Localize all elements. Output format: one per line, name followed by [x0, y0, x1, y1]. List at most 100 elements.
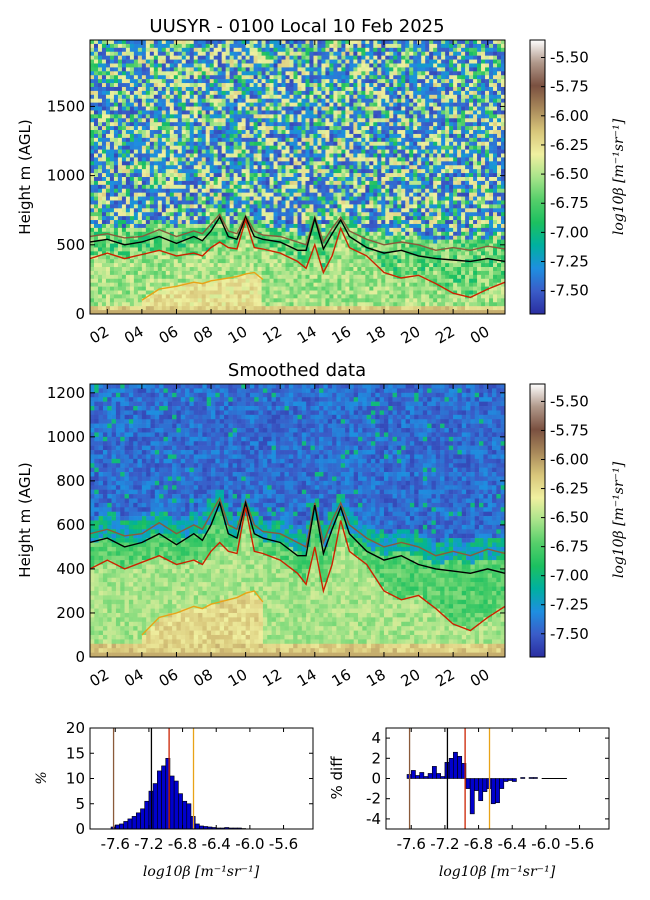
heatmap-cell	[341, 239, 346, 244]
heatmap-cell	[301, 267, 306, 272]
heatmap-cell	[277, 267, 282, 272]
heatmap-cell	[169, 278, 175, 283]
heatmap-cell	[317, 98, 322, 103]
heatmap-cell	[309, 243, 314, 248]
heatmap-cell	[341, 251, 346, 256]
heatmap-cell	[361, 302, 366, 307]
heatmap-cell	[153, 79, 159, 84]
heatmap-cell	[281, 188, 286, 193]
heatmap-cell	[273, 247, 278, 252]
heatmap-cell	[125, 212, 131, 217]
heatmap-cell	[317, 255, 322, 260]
heatmap-cell	[141, 86, 147, 92]
heatmap-cell	[149, 208, 155, 213]
heatmap-cell	[301, 180, 306, 186]
heatmap-cell	[189, 86, 195, 92]
heatmap-cell	[90, 63, 95, 68]
heatmap-cell	[285, 184, 290, 190]
heatmap-cell	[345, 216, 350, 221]
heatmap-cell	[165, 177, 171, 182]
heatmap-cell	[201, 270, 207, 276]
heatmap-cell	[365, 239, 370, 244]
heatmap-cell	[325, 153, 330, 158]
heatmap-cell	[217, 208, 222, 213]
heatmap-cell	[133, 145, 139, 150]
heatmap-cell	[149, 220, 155, 225]
heatmap-cell	[301, 231, 306, 237]
heatmap-cell	[273, 235, 278, 240]
heatmap-cell	[305, 83, 310, 88]
heatmap-cell	[245, 161, 250, 166]
heatmap-cell	[261, 79, 266, 84]
heatmap-cell	[233, 247, 238, 252]
heatmap-cell	[221, 208, 226, 213]
heatmap-cell	[181, 102, 187, 107]
heatmap-cell	[273, 51, 278, 56]
heatmap-cell	[325, 306, 330, 311]
heatmap-cell	[165, 263, 171, 268]
heatmap-cell	[245, 86, 250, 92]
heatmap-cell	[341, 310, 346, 314]
heatmap-cell	[325, 133, 330, 139]
heatmap-cell	[249, 118, 254, 123]
heatmap-cell	[177, 243, 183, 248]
heatmap-cell	[333, 200, 338, 205]
heatmap-cell	[245, 75, 250, 80]
heatmap-cell	[261, 145, 266, 150]
heatmap-cell	[365, 294, 370, 299]
heatmap-cell	[357, 79, 362, 84]
heatmap-cell	[313, 141, 318, 146]
heatmap-cell	[181, 274, 187, 280]
heatmap-cell	[265, 243, 270, 248]
heatmap-cell	[361, 106, 366, 111]
heatmap-cell	[257, 255, 262, 260]
heatmap-cell	[233, 75, 238, 80]
heatmap-cell	[197, 55, 203, 60]
heatmap-cell	[90, 302, 95, 307]
heatmap-cell	[217, 263, 222, 268]
heatmap-cell	[229, 247, 234, 252]
heatmap-cell	[365, 306, 370, 311]
heatmap-cell	[297, 278, 302, 283]
heatmap-cell	[265, 59, 270, 64]
heatmap-cell	[165, 59, 171, 64]
heatmap-cell	[90, 169, 95, 174]
heatmap-cell	[97, 149, 103, 154]
heatmap-cell	[253, 126, 258, 131]
heatmap-cell	[193, 184, 199, 190]
heatmap-cell	[109, 290, 115, 295]
heatmap-cell	[257, 220, 262, 225]
heatmap-cell	[149, 239, 155, 244]
heatmap-cell	[141, 133, 147, 139]
heatmap-cell	[193, 47, 199, 53]
heatmap-cell	[321, 98, 326, 103]
heatmap-cell	[333, 59, 338, 64]
heatmap-cell	[209, 255, 214, 260]
heatmap-cell	[353, 204, 358, 209]
heatmap-cell	[289, 59, 294, 64]
heatmap-cell	[285, 282, 290, 287]
heatmap-cell	[265, 216, 270, 221]
heatmap-cell	[317, 267, 322, 272]
heatmap-cell	[269, 63, 274, 68]
heatmap-cell	[109, 137, 115, 143]
heatmap-cell	[149, 71, 155, 76]
heatmap-cell	[141, 290, 147, 295]
heatmap-cell	[289, 298, 294, 303]
heatmap-cell	[117, 55, 123, 60]
heatmap-cell	[241, 137, 246, 143]
heatmap-cell	[105, 165, 111, 170]
heatmap-cell	[357, 286, 362, 291]
heatmap-cell	[129, 94, 135, 100]
heatmap-cell	[269, 263, 274, 268]
heatmap-cell	[221, 212, 226, 217]
heatmap-cell	[209, 157, 214, 162]
heatmap-cell	[353, 83, 358, 88]
heatmap-cell	[213, 274, 218, 280]
heatmap-cell	[201, 55, 207, 60]
heatmap-cell	[233, 302, 238, 307]
heatmap-cell	[345, 177, 350, 182]
heatmap-cell	[97, 40, 103, 45]
heatmap-cell	[289, 259, 294, 264]
heatmap-cell	[145, 47, 151, 53]
